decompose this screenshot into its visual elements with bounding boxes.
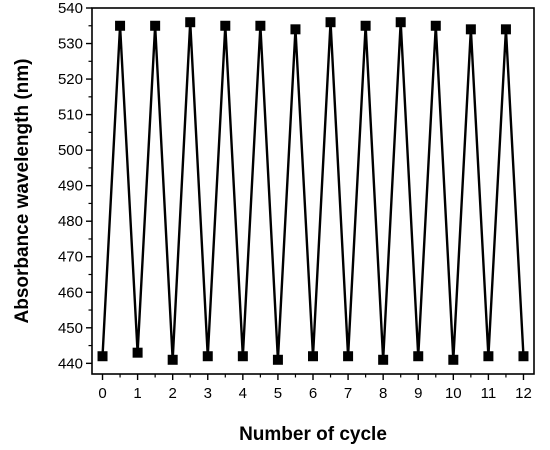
y-tick-label: 470 xyxy=(58,249,83,266)
x-tick-label: 3 xyxy=(204,385,212,402)
x-tick-label: 6 xyxy=(309,385,317,402)
data-point xyxy=(465,24,476,35)
x-tick-label: 0 xyxy=(98,385,106,402)
data-point xyxy=(500,24,511,35)
data-point xyxy=(518,351,529,362)
y-axis-title: Absorbance wavelength (nm) xyxy=(12,59,33,324)
x-tick-label: 12 xyxy=(515,385,532,402)
data-point xyxy=(272,354,283,365)
data-point xyxy=(167,354,178,365)
data-point xyxy=(255,20,266,31)
data-point xyxy=(290,24,301,35)
data-point xyxy=(378,354,389,365)
ticks-layer: 0 1 2 3 4 5 6 7 8 9 10 11 12440450460470480490500510… xyxy=(58,0,532,402)
y-tick-label: 460 xyxy=(58,284,83,301)
data-point xyxy=(115,20,126,31)
y-tick-label: 480 xyxy=(58,213,83,230)
y-tick-label: 450 xyxy=(58,320,83,337)
data-point xyxy=(308,351,318,362)
data-point xyxy=(483,351,494,362)
x-tick-label: 4 xyxy=(239,385,247,402)
x-tick-label: 2 xyxy=(169,385,177,402)
data-point xyxy=(150,20,161,31)
data-point xyxy=(343,351,354,362)
data-point xyxy=(413,351,424,362)
series-line xyxy=(101,22,525,360)
data-point xyxy=(132,347,143,358)
y-tick-label: 530 xyxy=(58,36,83,53)
x-tick-label: 9 xyxy=(414,385,422,402)
x-tick-label: 11 xyxy=(481,385,497,402)
data-point xyxy=(448,354,459,365)
y-tick-label: 520 xyxy=(58,71,83,88)
x-tick-label: 7 xyxy=(344,385,352,402)
data-point xyxy=(325,17,336,28)
data-point xyxy=(237,351,248,362)
data-point xyxy=(220,20,231,31)
y-tick-label: 500 xyxy=(58,142,83,159)
plot-frame xyxy=(91,7,535,375)
x-axis-title: Number of cycle xyxy=(239,424,387,445)
data-point xyxy=(97,351,108,362)
x-tick-label: 8 xyxy=(379,385,387,402)
y-tick-label: 490 xyxy=(58,178,83,195)
x-tick-label: 1 xyxy=(133,385,141,402)
data-point xyxy=(430,20,441,31)
data-point xyxy=(185,17,196,28)
data-point xyxy=(395,17,406,28)
y-tick-label: 540 xyxy=(58,0,83,17)
data-point xyxy=(202,351,213,362)
x-tick-label: 5 xyxy=(274,385,282,402)
x-tick-label: 10 xyxy=(445,385,462,402)
y-tick-label: 440 xyxy=(58,355,83,372)
y-tick-label: 510 xyxy=(58,107,83,124)
series-layer xyxy=(97,17,529,365)
data-point xyxy=(360,20,371,31)
